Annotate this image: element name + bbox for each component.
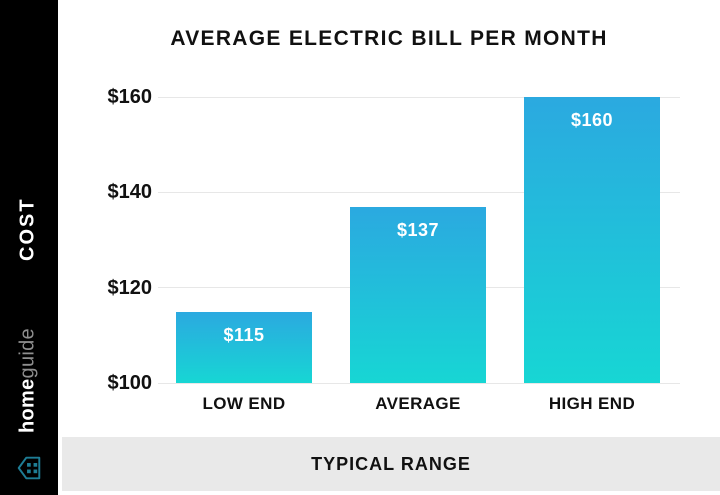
chart-title: AVERAGE ELECTRIC BILL PER MONTH xyxy=(170,27,608,50)
gridline-160 xyxy=(158,96,680,98)
y-tick-label-160: $160 xyxy=(107,86,153,108)
x-axis-title: TYPICAL RANGE xyxy=(311,453,471,474)
bar-high-end: $160 xyxy=(524,97,660,383)
x-category-label-high-end: HIGH END xyxy=(548,394,636,413)
y-tick-label-100: $100 xyxy=(107,372,153,394)
brand-guide: guide xyxy=(16,328,39,379)
homeguide-house-icon xyxy=(15,455,42,482)
plot-area: $115 $137 $160 xyxy=(158,96,680,384)
y-tick-label-120: $120 xyxy=(107,276,153,299)
homeguide-wordmark: homeguide xyxy=(17,328,40,433)
bar-value-label: $137 xyxy=(396,219,440,240)
x-axis-title-band: TYPICAL RANGE xyxy=(62,437,720,491)
gridline-100 xyxy=(158,382,680,384)
brand-home: home xyxy=(16,378,39,433)
x-category-label-low-end: LOW END xyxy=(202,394,286,413)
bar-low-end: $115 xyxy=(176,311,312,383)
sidebar-rotated-content: homeguide COST xyxy=(0,0,58,495)
bar-average: $137 xyxy=(350,206,486,383)
y-axis-title: COST xyxy=(16,197,39,261)
x-category-label-average: AVERAGE xyxy=(375,394,461,413)
bar-value-label: $160 xyxy=(570,110,614,130)
bar-value-label: $115 xyxy=(223,324,265,345)
sidebar: homeguide COST xyxy=(0,0,58,495)
y-tick-label-140: $140 xyxy=(107,181,153,204)
gridline-140 xyxy=(158,191,680,193)
